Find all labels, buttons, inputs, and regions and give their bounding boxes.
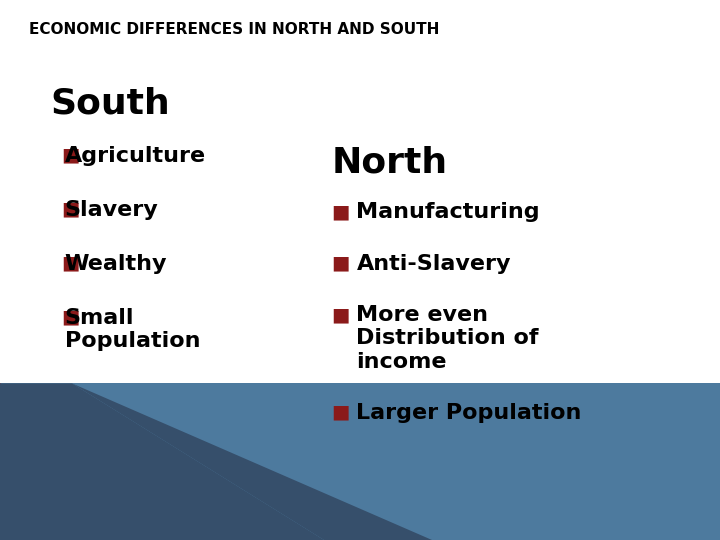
Text: Wealthy: Wealthy bbox=[65, 254, 167, 274]
Text: Small
Population: Small Population bbox=[65, 308, 200, 351]
Text: Larger Population: Larger Population bbox=[356, 402, 582, 423]
Text: ■: ■ bbox=[331, 305, 350, 324]
Text: ■: ■ bbox=[61, 146, 80, 165]
Text: Anti-Slavery: Anti-Slavery bbox=[356, 254, 511, 274]
Text: ■: ■ bbox=[331, 254, 350, 273]
Text: Manufacturing: Manufacturing bbox=[356, 202, 540, 222]
Text: ■: ■ bbox=[61, 254, 80, 273]
Polygon shape bbox=[0, 383, 720, 540]
Text: South: South bbox=[50, 86, 170, 120]
Polygon shape bbox=[0, 383, 324, 540]
Text: Agriculture: Agriculture bbox=[65, 146, 206, 166]
Text: North: North bbox=[331, 146, 447, 180]
Text: ECONOMIC DIFFERENCES IN NORTH AND SOUTH: ECONOMIC DIFFERENCES IN NORTH AND SOUTH bbox=[29, 22, 439, 37]
Text: ■: ■ bbox=[61, 308, 80, 327]
Polygon shape bbox=[72, 383, 432, 540]
Text: ■: ■ bbox=[61, 200, 80, 219]
Text: ■: ■ bbox=[331, 402, 350, 422]
Text: ■: ■ bbox=[331, 202, 350, 221]
Text: More even
Distribution of
income: More even Distribution of income bbox=[356, 305, 539, 372]
Polygon shape bbox=[0, 383, 202, 540]
Text: Slavery: Slavery bbox=[65, 200, 158, 220]
